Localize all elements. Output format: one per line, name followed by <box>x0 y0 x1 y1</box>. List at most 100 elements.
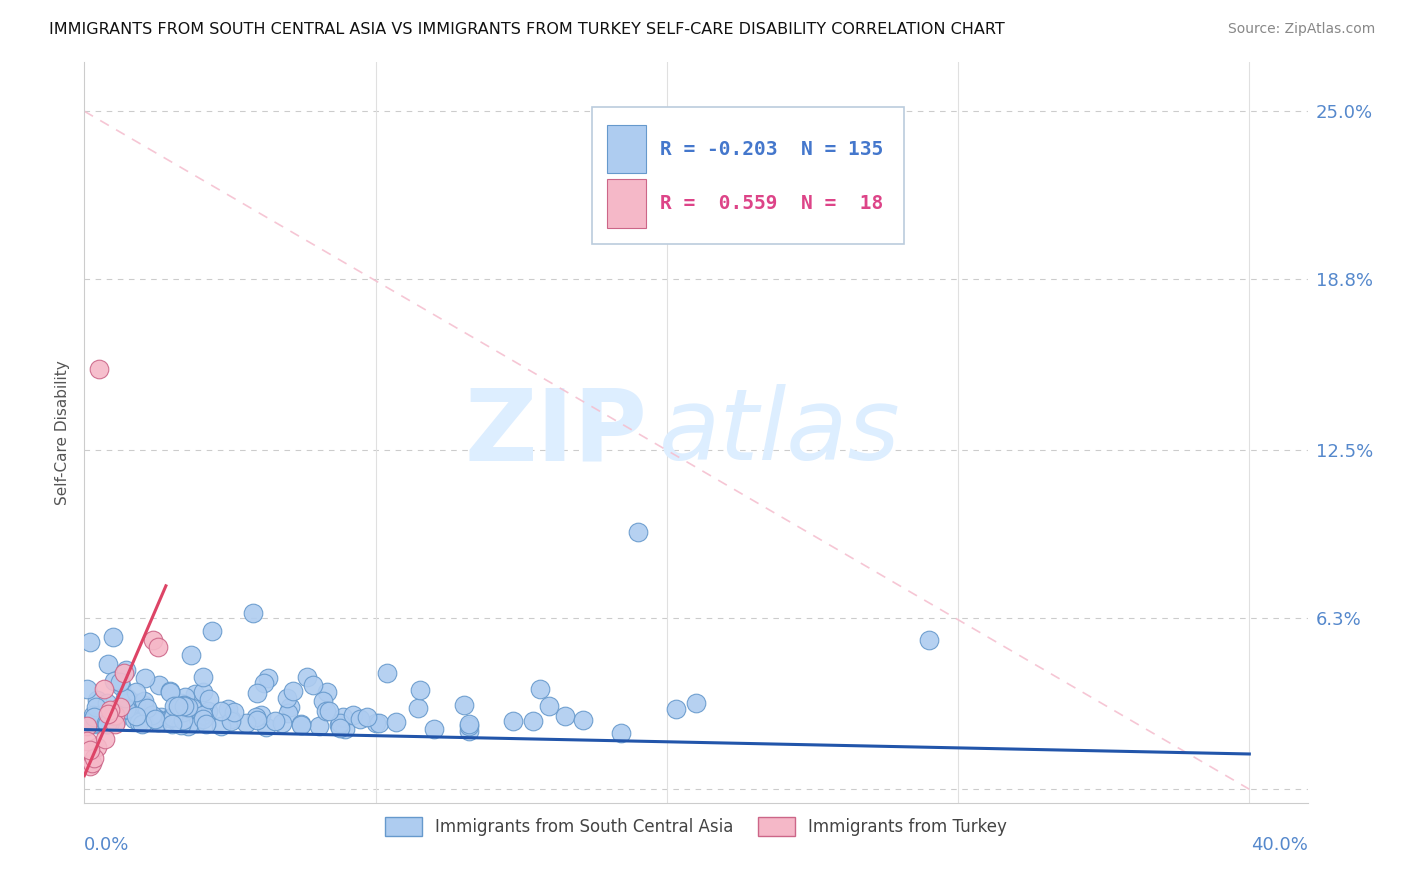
Point <box>172 714 194 728</box>
Point <box>117 690 139 705</box>
Point <box>250 708 273 723</box>
Point <box>76 714 98 729</box>
Point <box>329 716 352 731</box>
Point <box>627 524 650 539</box>
Point <box>308 719 330 733</box>
Point <box>184 687 207 701</box>
Point <box>94 732 117 747</box>
Point <box>342 708 364 723</box>
Text: atlas: atlas <box>659 384 901 481</box>
Point <box>104 717 127 731</box>
Point <box>195 717 218 731</box>
Point <box>170 717 193 731</box>
Point <box>84 700 107 714</box>
Point <box>184 715 207 730</box>
Point <box>104 708 127 723</box>
Point <box>235 715 257 730</box>
Point <box>457 719 479 733</box>
Point <box>134 671 156 685</box>
Point <box>108 674 131 689</box>
Point <box>146 640 169 655</box>
Legend: Immigrants from South Central Asia, Immigrants from Turkey: Immigrants from South Central Asia, Immi… <box>378 810 1014 843</box>
Point <box>76 719 98 733</box>
Point <box>502 714 524 729</box>
Point <box>453 698 475 713</box>
Point <box>174 690 197 705</box>
Point <box>163 699 186 714</box>
Point <box>329 721 352 735</box>
Point <box>295 670 318 684</box>
Point <box>245 710 267 724</box>
Point <box>136 700 159 714</box>
Point <box>349 712 371 726</box>
Point <box>191 684 214 698</box>
Point <box>217 702 239 716</box>
Point <box>180 648 202 663</box>
Point <box>368 716 391 731</box>
Text: R = -0.203  N = 135: R = -0.203 N = 135 <box>661 140 884 159</box>
Point <box>302 678 325 692</box>
Point <box>124 712 146 726</box>
Point <box>159 711 181 725</box>
Point <box>169 699 191 714</box>
FancyBboxPatch shape <box>606 126 645 173</box>
Point <box>114 690 136 705</box>
Text: IMMIGRANTS FROM SOUTH CENTRAL ASIA VS IMMIGRANTS FROM TURKEY SELF-CARE DISABILIT: IMMIGRANTS FROM SOUTH CENTRAL ASIA VS IM… <box>49 22 1005 37</box>
Point <box>128 714 150 729</box>
Point <box>111 703 134 717</box>
Point <box>160 716 183 731</box>
Point <box>318 704 340 718</box>
Point <box>125 696 148 710</box>
Point <box>257 671 280 685</box>
Point <box>271 715 294 730</box>
Point <box>98 714 121 729</box>
Point <box>242 606 264 620</box>
Point <box>224 705 246 719</box>
Point <box>131 717 153 731</box>
Point <box>159 685 181 699</box>
Point <box>112 665 135 680</box>
Point <box>162 710 184 724</box>
Point <box>408 682 430 697</box>
Point <box>132 698 155 712</box>
Point <box>143 709 166 723</box>
Point <box>356 710 378 724</box>
Text: 0.0%: 0.0% <box>84 836 129 855</box>
Point <box>105 714 128 729</box>
Point <box>93 682 115 697</box>
Point <box>457 716 479 731</box>
Point <box>571 713 593 727</box>
Text: Source: ZipAtlas.com: Source: ZipAtlas.com <box>1227 22 1375 37</box>
Point <box>115 702 138 716</box>
Point <box>132 694 155 708</box>
Point <box>96 717 118 731</box>
Point <box>86 739 108 754</box>
Point <box>108 699 131 714</box>
Point <box>80 715 103 730</box>
Point <box>176 701 198 715</box>
Point <box>82 707 104 722</box>
Y-axis label: Self-Care Disability: Self-Care Disability <box>55 360 70 505</box>
Point <box>142 633 165 648</box>
Point <box>335 722 357 736</box>
Point <box>103 673 125 688</box>
Point <box>328 718 350 732</box>
Point <box>97 706 120 721</box>
Point <box>148 714 170 729</box>
Point <box>96 716 118 731</box>
Point <box>125 685 148 699</box>
Point <box>100 703 122 717</box>
Point <box>87 362 110 376</box>
Point <box>918 633 941 648</box>
Point <box>115 663 138 677</box>
Point <box>281 684 304 698</box>
Point <box>143 712 166 726</box>
Point <box>522 714 544 728</box>
Point <box>84 716 107 731</box>
Point <box>103 709 125 723</box>
Point <box>110 679 132 693</box>
Point <box>162 709 184 723</box>
Point <box>385 714 408 729</box>
Point <box>312 693 335 707</box>
Point <box>86 692 108 706</box>
